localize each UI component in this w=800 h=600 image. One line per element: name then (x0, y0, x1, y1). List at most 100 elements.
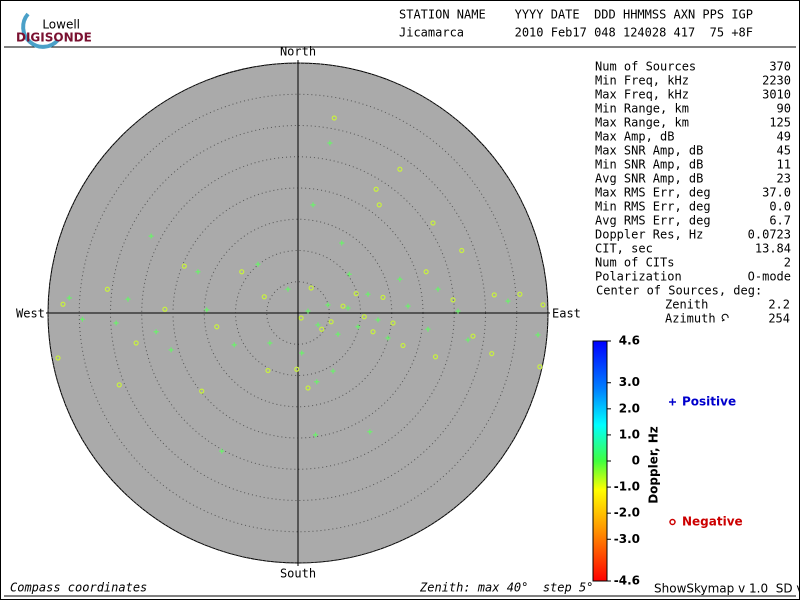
source-negative (214, 324, 220, 330)
stat-label: Num of CITs (595, 256, 674, 270)
source-negative (239, 269, 245, 275)
source-positive (315, 322, 321, 328)
stat-value: 3010 (762, 88, 791, 102)
source-negative (328, 319, 334, 325)
stats-table: Num of Sources 370 Min Freq, kHz 2230 Max Fr… (595, 60, 791, 284)
source-negative (353, 291, 359, 297)
colorbar-tick-label: -1.0 (614, 480, 640, 494)
stat-value: 2230 (762, 74, 791, 88)
source-negative (55, 355, 61, 361)
stat-value: 2 (784, 256, 791, 270)
colorbar-tick-label: -3.0 (614, 532, 640, 546)
stat-value: 90 (777, 102, 791, 116)
stat-value: 37.0 (762, 186, 791, 200)
colorbar-tick-label: 0 (632, 454, 640, 468)
legend-marker (669, 518, 676, 526)
stat-label: Min Range, km (595, 102, 689, 116)
source-negative (491, 292, 497, 298)
stat-label: Max Range, km (595, 116, 689, 130)
source-positive (310, 202, 316, 208)
stat-value: 13.84 (755, 242, 791, 256)
source-positive (219, 448, 225, 454)
source-positive (195, 269, 201, 275)
stat-value: 6.7 (769, 214, 791, 228)
logo-bottom: DIGISONDE (16, 31, 92, 45)
source-positive (267, 340, 273, 346)
stat-label: Avg RMS Err, deg (595, 214, 711, 228)
azimuth-label: Azimuth (665, 312, 716, 326)
source-positive (314, 379, 320, 385)
source-positive (66, 295, 72, 301)
source-negative (162, 306, 168, 312)
stat-value: O-mode (748, 270, 791, 284)
stat-label: Doppler Res, Hz (595, 228, 703, 242)
footer-right: ShowSkymap v 1.0 SD v 4.2 (654, 582, 800, 596)
source-negative (450, 297, 456, 303)
source-negative (294, 366, 300, 372)
source-negative (390, 320, 396, 326)
source-negative (397, 166, 403, 172)
colorbar (592, 340, 608, 582)
source-negative (265, 367, 271, 374)
source-negative (133, 340, 139, 346)
source-positive (355, 324, 361, 330)
stat-label: Polarization (595, 270, 682, 284)
azimuth-value: 254 (768, 312, 790, 326)
source-negative (116, 382, 122, 388)
source-positive (535, 332, 541, 338)
stat-label: Min Freq, kHz (595, 74, 689, 88)
source-positive (113, 320, 119, 326)
source-positive (385, 335, 391, 341)
source-positive (148, 233, 154, 239)
logo-top: Lowell (42, 18, 80, 32)
source-positive (327, 140, 333, 146)
zenith-value: 2.2 (768, 298, 790, 312)
source-positive (435, 286, 441, 292)
source-negative (308, 285, 314, 291)
stat-label: CIT, sec (595, 242, 653, 256)
source-positive (255, 261, 261, 267)
source-positive (125, 296, 131, 302)
source-negative (459, 247, 465, 254)
source-positive (397, 276, 403, 282)
stat-value: 125 (769, 116, 791, 130)
source-negative (376, 202, 382, 208)
legend-label: Positive (682, 395, 736, 409)
source-positive (465, 337, 471, 343)
stat-value: 370 (769, 60, 791, 74)
source-positive (339, 240, 345, 246)
stat-label: Max RMS Err, deg (595, 186, 711, 200)
source-positive (505, 298, 511, 304)
stat-value: 11 (777, 158, 791, 172)
source-positive (455, 308, 461, 314)
source-negative (319, 326, 325, 332)
stat-label: Max Amp, dB (595, 130, 674, 144)
colorbar-tick-label: 1.0 (619, 427, 640, 441)
source-negative (181, 263, 187, 269)
source-negative (432, 354, 439, 360)
stat-label: Min SNR Amp, dB (595, 158, 703, 172)
source-positive (168, 347, 174, 353)
source-positive (335, 331, 341, 337)
stat-label: Avg SNR Amp, dB (595, 172, 703, 186)
logo-swoosh (21, 12, 60, 49)
source-negative (423, 269, 429, 275)
footer-left: Compass coordinates (10, 581, 147, 595)
source-positive (153, 329, 159, 335)
source-positive (346, 271, 352, 277)
source-negative (199, 388, 205, 394)
colorbar-tick-label: -2.0 (614, 506, 640, 520)
source-negative (470, 333, 476, 339)
source-negative (373, 186, 379, 192)
colorbar-label: Doppler, Hz (647, 426, 661, 504)
source-negative (430, 220, 436, 226)
colorbar-tick-label: -4.6 (614, 574, 640, 588)
source-positive (285, 286, 291, 292)
source-negative (331, 115, 337, 121)
source-positive (231, 342, 237, 348)
zenith-label: Zenith (665, 298, 708, 312)
stat-value: 0.0 (769, 200, 791, 214)
source-negative (361, 314, 367, 320)
source-negative (104, 286, 110, 292)
